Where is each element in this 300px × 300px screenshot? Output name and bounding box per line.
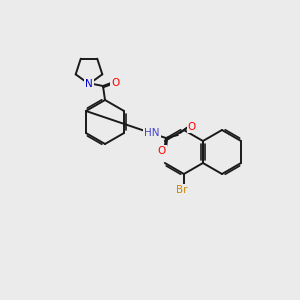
Text: HN: HN: [144, 128, 160, 138]
Text: N: N: [85, 79, 93, 89]
Text: O: O: [188, 122, 196, 132]
Text: Br: Br: [176, 185, 188, 195]
Text: O: O: [158, 146, 166, 156]
Text: O: O: [111, 78, 119, 88]
